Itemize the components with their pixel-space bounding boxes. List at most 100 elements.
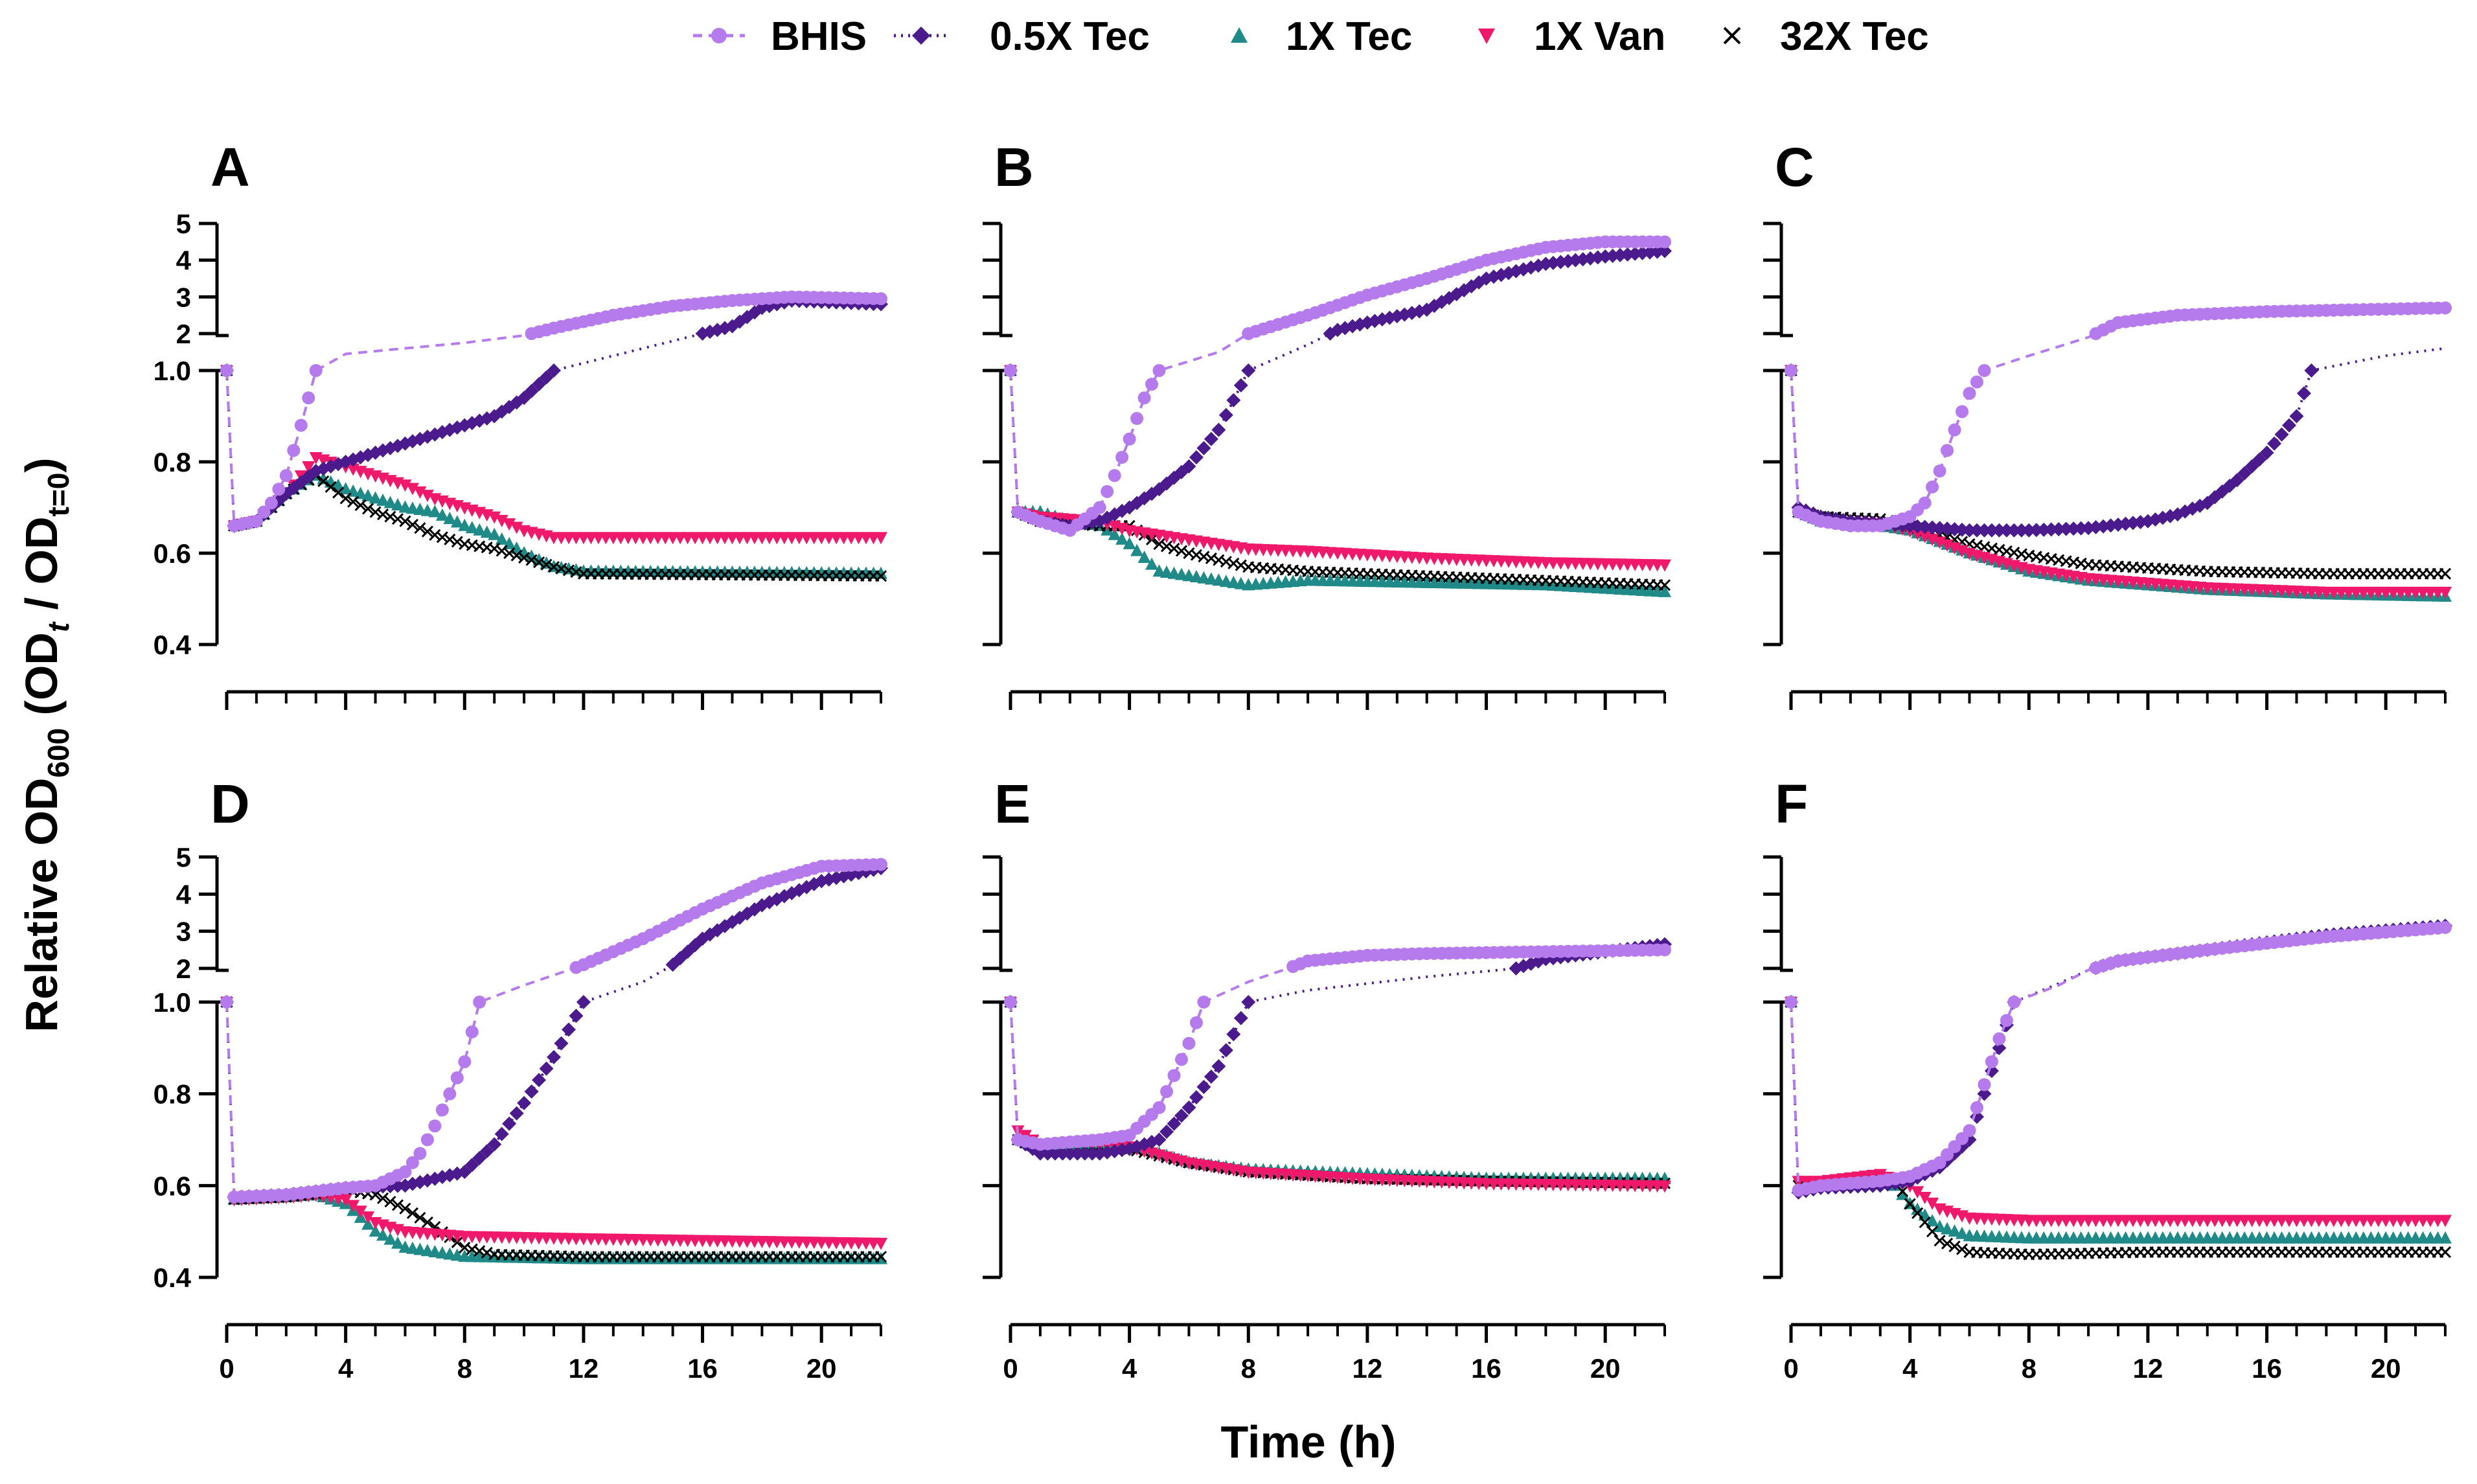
data-point — [1658, 584, 1671, 597]
data-point — [1658, 559, 1671, 572]
data-point — [532, 556, 545, 569]
data-point — [2274, 427, 2289, 442]
data-point — [429, 529, 441, 541]
data-point — [874, 566, 887, 579]
panel-c: C — [1763, 137, 2452, 710]
x-tick-label: 0 — [1003, 1353, 1018, 1384]
data-point — [703, 325, 718, 339]
data-point — [1182, 1036, 1196, 1050]
data-point — [249, 514, 263, 528]
data-point — [2296, 386, 2311, 401]
data-point — [532, 553, 546, 565]
series-1x-van — [1004, 997, 1671, 1193]
data-point — [1055, 1146, 1070, 1161]
data-point — [2439, 1246, 2452, 1259]
panel-b: B — [983, 137, 1672, 710]
panel-label: C — [1775, 137, 1814, 198]
data-point — [503, 547, 516, 560]
data-point — [1658, 235, 1671, 249]
data-point — [1962, 523, 1977, 538]
data-point — [264, 496, 278, 510]
data-point — [1183, 547, 1195, 560]
y-tick-label: 2 — [176, 319, 191, 349]
data-point — [1198, 551, 1210, 563]
y-tick-label: 3 — [176, 917, 191, 947]
data-point — [1004, 364, 1017, 377]
data-point — [1174, 1053, 1188, 1066]
series-line — [225, 863, 882, 1199]
legend-item-bhis: BHIS — [693, 14, 867, 59]
data-point — [1970, 1101, 1983, 1114]
data-point — [874, 1251, 887, 1263]
data-point — [451, 536, 463, 548]
data-point — [1189, 1090, 1204, 1104]
data-point — [413, 1147, 427, 1160]
data-point — [1211, 1059, 1226, 1074]
data-point — [1167, 1069, 1181, 1082]
data-point — [1145, 378, 1159, 391]
data-point — [1963, 387, 1976, 400]
data-point — [524, 383, 539, 398]
data-point — [1912, 1207, 1924, 1219]
data-point — [532, 377, 547, 392]
data-point — [1233, 378, 1248, 393]
data-point — [1196, 440, 1211, 455]
data-point — [479, 1144, 494, 1159]
data-point — [1152, 364, 1166, 377]
data-point — [1948, 1240, 1961, 1253]
data-point — [495, 514, 508, 527]
data-point — [347, 1200, 360, 1213]
data-point — [1077, 1146, 1092, 1161]
data-point — [1919, 1216, 1931, 1229]
data-point — [272, 483, 286, 496]
data-point — [1130, 412, 1144, 426]
data-point — [443, 1087, 457, 1101]
data-point — [391, 1236, 404, 1249]
data-point — [383, 496, 397, 508]
data-point — [510, 549, 523, 562]
data-point — [1220, 556, 1232, 568]
data-point — [2007, 996, 2021, 1009]
legend-marker-32x-tec — [1723, 27, 1741, 45]
data-point — [1175, 545, 1188, 557]
data-point — [2022, 523, 2037, 538]
y-tick-label: 2 — [176, 953, 191, 984]
data-point — [1658, 579, 1671, 591]
y-tick-label: 5 — [176, 209, 191, 239]
series-0.5x-tec — [1003, 937, 1672, 1161]
data-point — [1033, 1146, 1047, 1161]
data-point — [302, 461, 315, 474]
data-point — [1227, 557, 1240, 569]
data-point — [1241, 995, 1256, 1009]
series-1x-van — [1785, 997, 2452, 1227]
series-bhis — [1004, 235, 1671, 537]
data-point — [1977, 523, 1992, 538]
data-point — [1984, 523, 1999, 538]
data-point — [2281, 418, 2296, 433]
data-point — [2259, 445, 2274, 460]
data-point — [510, 541, 523, 554]
data-point — [406, 518, 418, 531]
data-point — [1153, 538, 1165, 550]
data-point — [435, 508, 449, 521]
data-point — [1181, 1100, 1196, 1115]
data-point — [1197, 996, 1211, 1009]
data-point — [1115, 532, 1129, 545]
series-1x-van — [1785, 365, 2452, 599]
data-point — [472, 1150, 487, 1165]
series-32x-tec — [1004, 996, 1671, 1189]
data-point — [436, 531, 448, 543]
data-point — [1241, 363, 1256, 378]
y-axis-title: Relative OD600 (ODt / ODt=0) — [16, 457, 75, 1032]
data-point — [1160, 1085, 1174, 1099]
data-point — [517, 1095, 532, 1110]
data-point — [1123, 432, 1136, 446]
legend: BHIS 0.5X Tec 1X Tec 1X Van 32X Tec — [693, 14, 1929, 59]
data-point — [487, 1137, 502, 1152]
data-point — [369, 506, 382, 518]
data-point — [1658, 943, 1671, 957]
data-point — [1137, 551, 1151, 564]
legend-label-0.5x-tec: 0.5X Tec — [990, 14, 1150, 59]
data-point — [1093, 501, 1106, 514]
data-point — [2244, 459, 2259, 474]
